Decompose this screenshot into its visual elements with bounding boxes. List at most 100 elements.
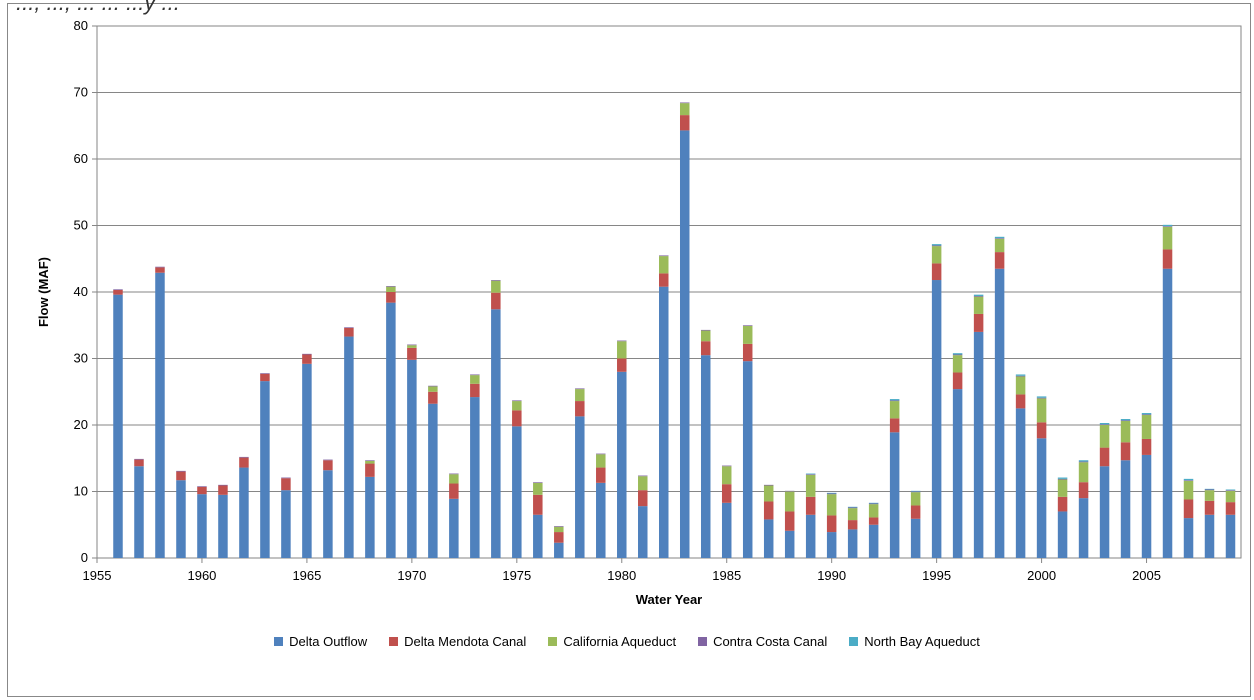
bar-delta-outflow-2009 — [1225, 514, 1236, 558]
bar-delta-mendota-canal-2001 — [1057, 496, 1068, 512]
legend-label: North Bay Aqueduct — [864, 634, 980, 649]
bar-california-aqueduct-1989 — [805, 474, 816, 497]
bar-contra-costa-canal-2004 — [1120, 420, 1131, 422]
bar-delta-outflow-1998 — [994, 268, 1005, 558]
bar-contra-costa-canal-1985 — [721, 465, 732, 467]
bar-california-aqueduct-1968 — [365, 460, 375, 464]
legend-label: Delta Outflow — [289, 634, 368, 649]
legend-item: California Aqueduct — [548, 634, 676, 649]
bar-delta-mendota-canal-1996 — [952, 372, 963, 390]
bar-delta-mendota-canal-1976 — [533, 494, 543, 515]
legend-item: Contra Costa Canal — [698, 634, 827, 649]
bar-delta-mendota-canal-2004 — [1120, 442, 1131, 461]
bar-contra-costa-canal-1986 — [742, 325, 753, 326]
bar-contra-costa-canal-1973 — [470, 374, 480, 376]
bar-delta-outflow-1957 — [134, 466, 144, 558]
bar-north-bay-aqueduct-1998 — [994, 236, 1005, 239]
bar-contra-costa-canal-1960 — [197, 486, 207, 487]
bar-contra-costa-canal-1956 — [113, 289, 123, 291]
bar-california-aqueduct-1987 — [763, 485, 774, 502]
bar-delta-outflow-1984 — [700, 355, 711, 558]
bar-contra-costa-canal-1980 — [617, 340, 627, 342]
bar-california-aqueduct-2005 — [1141, 415, 1152, 439]
x-tick-label: 1995 — [922, 568, 951, 583]
bar-contra-costa-canal-1982 — [659, 255, 669, 257]
bar-contra-costa-canal-1987 — [763, 484, 774, 486]
bar-delta-outflow-1968 — [365, 476, 375, 558]
bar-delta-outflow-1962 — [239, 467, 249, 558]
bar-contra-costa-canal-1971 — [428, 385, 438, 387]
bar-contra-costa-canal-1957 — [134, 458, 144, 460]
bar-delta-mendota-canal-2009 — [1225, 502, 1236, 515]
bar-contra-costa-canal-1968 — [365, 460, 375, 461]
bar-california-aqueduct-1991 — [847, 508, 858, 521]
bar-delta-outflow-2002 — [1078, 498, 1089, 558]
legend-swatch — [849, 637, 859, 646]
bar-delta-outflow-2000 — [1036, 438, 1047, 558]
bar-delta-outflow-1988 — [784, 530, 795, 558]
y-axis-title: Flow (MAF) — [36, 257, 51, 327]
x-tick-label: 1960 — [187, 568, 216, 583]
bar-delta-mendota-canal-1992 — [868, 517, 879, 525]
bar-north-bay-aqueduct-2005 — [1141, 413, 1152, 415]
bar-delta-mendota-canal-1995 — [931, 263, 942, 281]
bar-north-bay-aqueduct-1992 — [868, 502, 879, 504]
bar-california-aqueduct-2008 — [1204, 490, 1215, 501]
legend-swatch — [274, 637, 284, 646]
bar-delta-outflow-1967 — [344, 336, 354, 558]
bar-delta-outflow-2007 — [1183, 518, 1194, 558]
bar-contra-costa-canal-2002 — [1078, 461, 1089, 463]
bar-delta-mendota-canal-2005 — [1141, 438, 1152, 455]
bar-delta-outflow-1978 — [575, 416, 585, 558]
bar-california-aqueduct-1972 — [449, 474, 459, 484]
bar-delta-mendota-canal-1961 — [218, 485, 228, 495]
bar-contra-costa-canal-2003 — [1099, 424, 1110, 425]
x-tick-label: 1990 — [817, 568, 846, 583]
bar-delta-outflow-1971 — [428, 403, 438, 558]
bar-delta-outflow-1982 — [659, 286, 669, 558]
bar-california-aqueduct-1970 — [407, 345, 417, 348]
bar-contra-costa-canal-1965 — [302, 353, 312, 355]
bar-delta-outflow-1961 — [218, 494, 228, 558]
bar-delta-outflow-1993 — [889, 432, 900, 558]
bar-delta-outflow-1956 — [113, 294, 123, 558]
bar-delta-mendota-canal-1978 — [575, 401, 585, 417]
bar-california-aqueduct-1969 — [386, 286, 396, 292]
bar-contra-costa-canal-1974 — [491, 280, 501, 281]
legend-label: Contra Costa Canal — [713, 634, 828, 649]
bar-delta-outflow-1959 — [176, 480, 186, 558]
y-tick-label: 50 — [74, 218, 88, 233]
x-tick-label: 1975 — [502, 568, 531, 583]
bar-california-aqueduct-1994 — [910, 492, 921, 506]
bar-north-bay-aqueduct-2001 — [1057, 477, 1068, 479]
bar-contra-costa-canal-1997 — [973, 295, 984, 297]
x-axis-title: Water Year — [636, 592, 703, 607]
x-tick-label: 1955 — [83, 568, 112, 583]
bar-contra-costa-canal-1989 — [805, 474, 816, 475]
bar-delta-outflow-1999 — [1015, 408, 1026, 558]
bar-california-aqueduct-1977 — [554, 526, 564, 533]
bar-north-bay-aqueduct-1995 — [931, 244, 942, 246]
bar-delta-outflow-1973 — [470, 397, 480, 558]
legend-item: Delta Mendota Canal — [389, 634, 526, 649]
bar-delta-mendota-canal-1989 — [805, 496, 816, 515]
bar-contra-costa-canal-2000 — [1036, 397, 1047, 399]
bar-delta-outflow-1958 — [155, 272, 165, 558]
bar-delta-mendota-canal-1980 — [617, 358, 627, 372]
bar-california-aqueduct-2004 — [1120, 421, 1131, 443]
bar-contra-costa-canal-1981 — [638, 475, 648, 477]
bar-contra-costa-canal-2006 — [1162, 226, 1173, 227]
bar-delta-mendota-canal-1977 — [554, 532, 564, 543]
y-tick-label: 80 — [74, 18, 88, 33]
bar-north-bay-aqueduct-1996 — [952, 353, 963, 355]
legend-label: California Aqueduct — [563, 634, 677, 649]
bar-contra-costa-canal-1967 — [344, 327, 354, 328]
bar-contra-costa-canal-1984 — [700, 329, 711, 331]
legend-swatch — [548, 637, 558, 646]
bar-delta-outflow-2001 — [1057, 511, 1068, 558]
bar-contra-costa-canal-2007 — [1183, 480, 1194, 481]
y-tick-label: 20 — [74, 417, 88, 432]
bar-delta-mendota-canal-2008 — [1204, 500, 1215, 515]
bar-north-bay-aqueduct-1993 — [889, 399, 900, 401]
bar-california-aqueduct-2001 — [1057, 479, 1068, 497]
